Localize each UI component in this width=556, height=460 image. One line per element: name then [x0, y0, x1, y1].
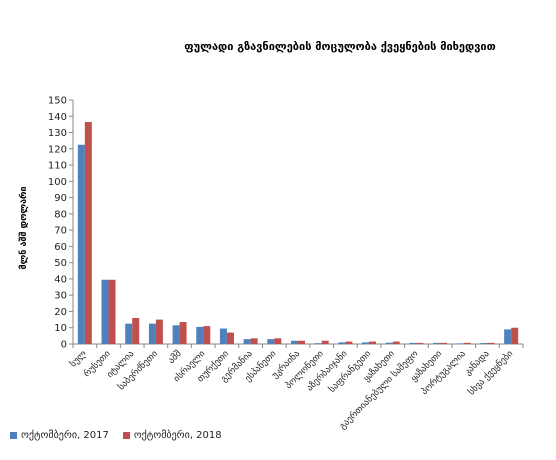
bar-2017 — [125, 323, 133, 344]
bar-2018 — [440, 342, 448, 344]
bar-2018 — [416, 342, 424, 344]
bar-2017 — [504, 329, 512, 344]
legend-label-2017: ოქტომბერი, 2017 — [21, 430, 109, 441]
bar-2018 — [179, 322, 187, 344]
y-tick-label: 80 — [54, 209, 67, 220]
bar-2017 — [291, 340, 298, 344]
bar-2018 — [369, 341, 377, 344]
bar-2017 — [385, 342, 393, 344]
bar-2018 — [321, 340, 329, 344]
bar-2017 — [267, 339, 275, 344]
bar-2017 — [433, 342, 441, 344]
y-tick-label: 60 — [54, 242, 67, 253]
bar-2018 — [155, 319, 163, 344]
y-tick-label: 20 — [54, 307, 67, 318]
y-tick-label: 40 — [54, 274, 67, 285]
bar-2018 — [108, 279, 116, 344]
x-tick-label: აშშ — [166, 348, 184, 366]
bar-2017 — [148, 323, 156, 344]
bar-2017 — [243, 339, 251, 344]
y-tick-label: 130 — [48, 128, 67, 139]
bar-2018 — [487, 342, 495, 344]
bar-2017 — [172, 325, 180, 344]
bar-2018 — [463, 342, 471, 344]
bar-2017 — [77, 144, 85, 344]
bar-2018 — [226, 332, 234, 344]
y-tick-label: 70 — [54, 226, 67, 237]
bar-2018 — [203, 326, 211, 344]
y-tick-label: 120 — [48, 144, 67, 155]
legend-item-2017: ოქტომბერი, 2017 — [10, 430, 109, 441]
legend-label-2018: ოქტომბერი, 2018 — [133, 430, 222, 441]
legend-swatch-2017 — [10, 432, 17, 439]
y-tick-label: 150 — [48, 96, 67, 107]
x-tick-label: აზერბაიჯანი — [304, 348, 349, 393]
bar-2018 — [298, 340, 305, 344]
bar-2017 — [338, 342, 346, 344]
y-tick-label: 50 — [54, 258, 67, 269]
bar-2018 — [274, 338, 282, 344]
y-tick-label: 0 — [61, 340, 67, 351]
bar-2018 — [345, 341, 353, 344]
bar-2017 — [196, 326, 204, 344]
bar-2017 — [219, 328, 227, 344]
y-tick-label: 30 — [54, 291, 67, 302]
bar-2018 — [511, 327, 519, 344]
bar-2018 — [84, 121, 92, 345]
y-tick-label: 110 — [48, 161, 67, 172]
chart-legend: ოქტომბერი, 2017 ოქტომბერი, 2018 — [10, 430, 222, 441]
bar-2017 — [456, 343, 464, 344]
bar-2018 — [132, 317, 140, 344]
bar-2017 — [409, 342, 417, 344]
y-tick-label: 100 — [48, 177, 67, 188]
chart-title: ფულადი გზავნილების მოცულობა ქვეყნების მი… — [184, 40, 496, 53]
legend-item-2018: ოქტომბერი, 2018 — [122, 430, 222, 441]
bar-2017 — [480, 343, 488, 344]
bar-2018 — [392, 341, 400, 344]
x-tick-label: სულ — [68, 348, 89, 369]
bar-2017 — [314, 343, 322, 344]
legend-swatch-2018 — [122, 432, 130, 439]
bar-2017 — [101, 279, 109, 344]
y-tick-label: 90 — [54, 193, 67, 204]
y-tick-label: 140 — [48, 112, 67, 123]
bar-2018 — [250, 338, 258, 344]
y-tick-label: 10 — [54, 323, 67, 334]
bar-2017 — [362, 342, 370, 344]
